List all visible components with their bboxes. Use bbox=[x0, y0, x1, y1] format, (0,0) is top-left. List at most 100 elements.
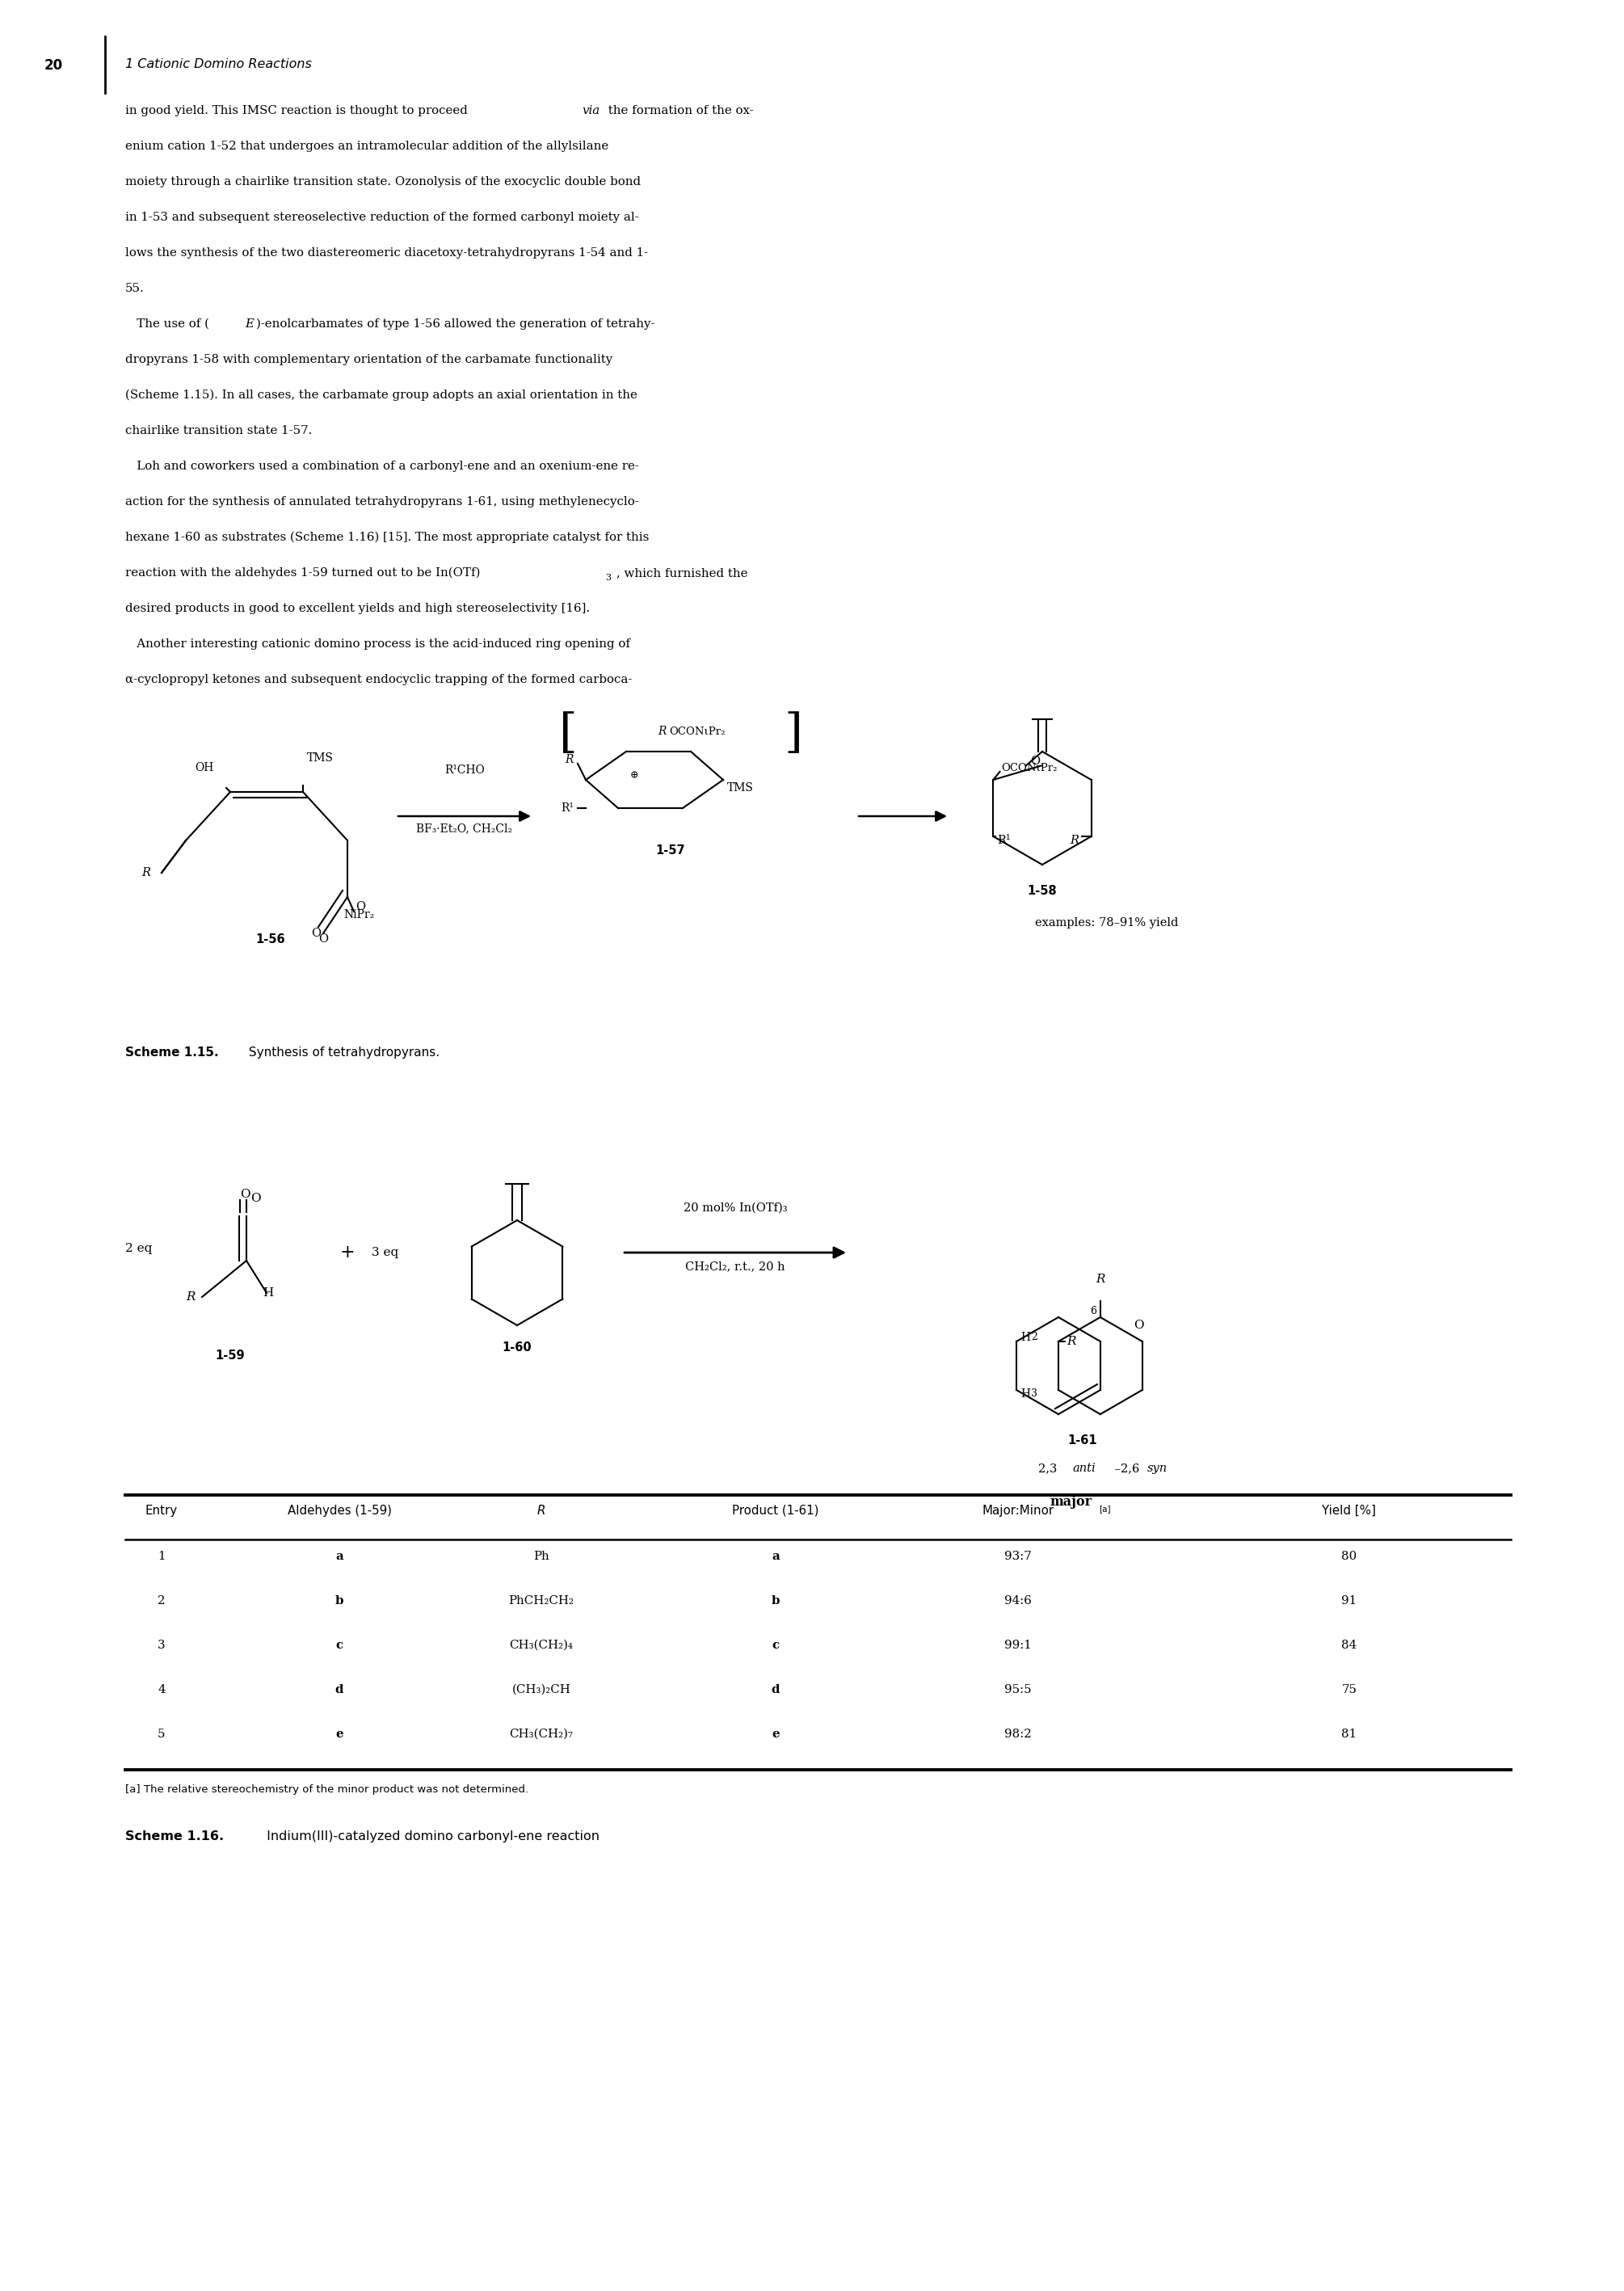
Text: R: R bbox=[658, 726, 666, 738]
Text: CH₃(CH₂)₄: CH₃(CH₂)₄ bbox=[510, 1640, 573, 1652]
Text: moiety through a chairlike transition state. Ozonolysis of the exocyclic double : moiety through a chairlike transition st… bbox=[125, 176, 641, 188]
Text: examples: 78–91% yield: examples: 78–91% yield bbox=[1034, 916, 1179, 928]
Text: 84: 84 bbox=[1341, 1640, 1358, 1652]
Text: syn: syn bbox=[1147, 1462, 1168, 1473]
Text: 2,3: 2,3 bbox=[1038, 1462, 1060, 1473]
Text: 3: 3 bbox=[158, 1640, 166, 1652]
Text: 95:5: 95:5 bbox=[1005, 1684, 1031, 1695]
Text: 80: 80 bbox=[1341, 1551, 1358, 1562]
Text: desired products in good to excellent yields and high stereoselectivity [16].: desired products in good to excellent yi… bbox=[125, 603, 590, 614]
Text: R: R bbox=[1096, 1274, 1104, 1285]
Text: 20: 20 bbox=[44, 57, 63, 73]
Text: OCONιPr₂: OCONιPr₂ bbox=[1002, 763, 1057, 772]
Text: 75: 75 bbox=[1341, 1684, 1358, 1695]
Text: 1-60: 1-60 bbox=[502, 1343, 533, 1354]
Text: Aldehydes (1-59): Aldehydes (1-59) bbox=[287, 1505, 391, 1517]
Text: R¹CHO: R¹CHO bbox=[445, 765, 484, 777]
Text: R: R bbox=[1070, 834, 1078, 845]
Text: +: + bbox=[339, 1244, 356, 1262]
Text: (Scheme 1.15). In all cases, the carbamate group adopts an axial orientation in : (Scheme 1.15). In all cases, the carbama… bbox=[125, 389, 637, 401]
Text: R: R bbox=[141, 866, 151, 877]
Text: Loh and coworkers used a combination of a carbonyl-ene and an oxenium-ene re-: Loh and coworkers used a combination of … bbox=[125, 460, 638, 472]
Text: Ph: Ph bbox=[533, 1551, 549, 1562]
Text: a: a bbox=[771, 1551, 780, 1562]
Text: R: R bbox=[1067, 1336, 1075, 1347]
Text: H: H bbox=[1020, 1388, 1030, 1400]
Text: O: O bbox=[356, 900, 365, 912]
Text: R: R bbox=[185, 1292, 195, 1304]
Text: action for the synthesis of annulated tetrahydropyrans 1-61, using methylenecycl: action for the synthesis of annulated te… bbox=[125, 497, 638, 509]
Text: 99:1: 99:1 bbox=[1004, 1640, 1031, 1652]
Text: TMS: TMS bbox=[728, 781, 754, 793]
Text: [a]: [a] bbox=[1099, 1505, 1111, 1512]
Text: 94:6: 94:6 bbox=[1004, 1595, 1031, 1606]
Text: ]: ] bbox=[784, 710, 802, 756]
Text: Scheme 1.15.: Scheme 1.15. bbox=[125, 1047, 219, 1058]
Text: O: O bbox=[240, 1189, 250, 1200]
Text: R¹: R¹ bbox=[997, 834, 1010, 845]
Text: lows the synthesis of the two diastereomeric diacetoxy-tetrahydropyrans 1-54 and: lows the synthesis of the two diastereom… bbox=[125, 247, 648, 259]
Text: e: e bbox=[336, 1727, 343, 1739]
Text: 81: 81 bbox=[1341, 1727, 1358, 1739]
Text: 1-58: 1-58 bbox=[1028, 884, 1057, 898]
Text: O: O bbox=[1134, 1320, 1143, 1331]
Text: O: O bbox=[318, 932, 328, 944]
Text: via: via bbox=[581, 105, 599, 117]
Text: 2 eq: 2 eq bbox=[125, 1244, 153, 1253]
Text: a: a bbox=[336, 1551, 343, 1562]
Text: Product (1-61): Product (1-61) bbox=[732, 1505, 818, 1517]
Text: 1-59: 1-59 bbox=[216, 1349, 245, 1361]
Text: d: d bbox=[771, 1684, 780, 1695]
Text: ⊕: ⊕ bbox=[630, 770, 638, 781]
Text: O: O bbox=[250, 1194, 261, 1205]
Text: TMS: TMS bbox=[307, 751, 333, 763]
Text: 1-56: 1-56 bbox=[257, 932, 286, 946]
Text: H: H bbox=[1020, 1331, 1030, 1343]
Text: H: H bbox=[263, 1288, 273, 1299]
Text: Yield [%]: Yield [%] bbox=[1322, 1505, 1377, 1517]
Text: The use of (: The use of ( bbox=[125, 318, 209, 330]
Text: enium cation 1-52 that undergoes an intramolecular addition of the allylsilane: enium cation 1-52 that undergoes an intr… bbox=[125, 140, 609, 151]
Text: c: c bbox=[771, 1640, 780, 1652]
Text: Major:Minor: Major:Minor bbox=[983, 1505, 1054, 1517]
Text: major: major bbox=[1051, 1496, 1093, 1510]
Text: NiPr₂: NiPr₂ bbox=[343, 910, 374, 921]
Text: 1: 1 bbox=[158, 1551, 166, 1562]
Text: in 1-53 and subsequent stereoselective reduction of the formed carbonyl moiety a: in 1-53 and subsequent stereoselective r… bbox=[125, 211, 638, 222]
Text: 5: 5 bbox=[158, 1727, 166, 1739]
Text: 1-57: 1-57 bbox=[656, 845, 685, 857]
Text: 3 eq: 3 eq bbox=[372, 1246, 398, 1258]
Text: 2: 2 bbox=[158, 1595, 166, 1606]
Text: b: b bbox=[335, 1595, 344, 1606]
Text: chairlike transition state 1-57.: chairlike transition state 1-57. bbox=[125, 426, 312, 435]
Text: 2: 2 bbox=[1031, 1331, 1038, 1343]
Text: CH₂Cl₂, r.t., 20 h: CH₂Cl₂, r.t., 20 h bbox=[685, 1260, 784, 1272]
Text: R: R bbox=[565, 754, 573, 765]
Text: CH₃(CH₂)₇: CH₃(CH₂)₇ bbox=[510, 1727, 573, 1739]
Text: )-enolcarbamates of type 1-56 allowed the generation of tetrahy-: )-enolcarbamates of type 1-56 allowed th… bbox=[257, 318, 654, 330]
Text: b: b bbox=[771, 1595, 780, 1606]
Text: 6: 6 bbox=[1090, 1306, 1096, 1315]
Text: 20 mol% In(OTf)₃: 20 mol% In(OTf)₃ bbox=[684, 1203, 788, 1214]
Text: Synthesis of tetrahydropyrans.: Synthesis of tetrahydropyrans. bbox=[245, 1047, 440, 1058]
Text: 4: 4 bbox=[158, 1684, 166, 1695]
Text: 3: 3 bbox=[1031, 1388, 1038, 1400]
Text: OCONιPr₂: OCONιPr₂ bbox=[669, 726, 726, 738]
Text: e: e bbox=[771, 1727, 780, 1739]
Text: the formation of the ox-: the formation of the ox- bbox=[604, 105, 754, 117]
Text: Another interesting cationic domino process is the acid-induced ring opening of: Another interesting cationic domino proc… bbox=[125, 639, 630, 651]
Text: 98:2: 98:2 bbox=[1004, 1727, 1031, 1739]
Text: anti: anti bbox=[1072, 1462, 1095, 1473]
Text: Entry: Entry bbox=[146, 1505, 177, 1517]
Text: [a] The relative stereochemistry of the minor product was not determined.: [a] The relative stereochemistry of the … bbox=[125, 1785, 528, 1794]
Text: hexane 1-60 as substrates (Scheme 1.16) [15]. The most appropriate catalyst for : hexane 1-60 as substrates (Scheme 1.16) … bbox=[125, 532, 650, 543]
Text: reaction with the aldehydes 1-59 turned out to be In(OTf): reaction with the aldehydes 1-59 turned … bbox=[125, 568, 481, 580]
Text: c: c bbox=[336, 1640, 343, 1652]
Text: 91: 91 bbox=[1341, 1595, 1358, 1606]
Text: 1 Cationic Domino Reactions: 1 Cationic Domino Reactions bbox=[125, 57, 312, 71]
Text: Scheme 1.16.: Scheme 1.16. bbox=[125, 1831, 224, 1842]
Text: 93:7: 93:7 bbox=[1004, 1551, 1031, 1562]
Text: BF₃·Et₂O, CH₂Cl₂: BF₃·Et₂O, CH₂Cl₂ bbox=[416, 822, 513, 834]
Text: dropyrans 1-58 with complementary orientation of the carbamate functionality: dropyrans 1-58 with complementary orient… bbox=[125, 353, 612, 364]
Text: R: R bbox=[538, 1505, 546, 1517]
